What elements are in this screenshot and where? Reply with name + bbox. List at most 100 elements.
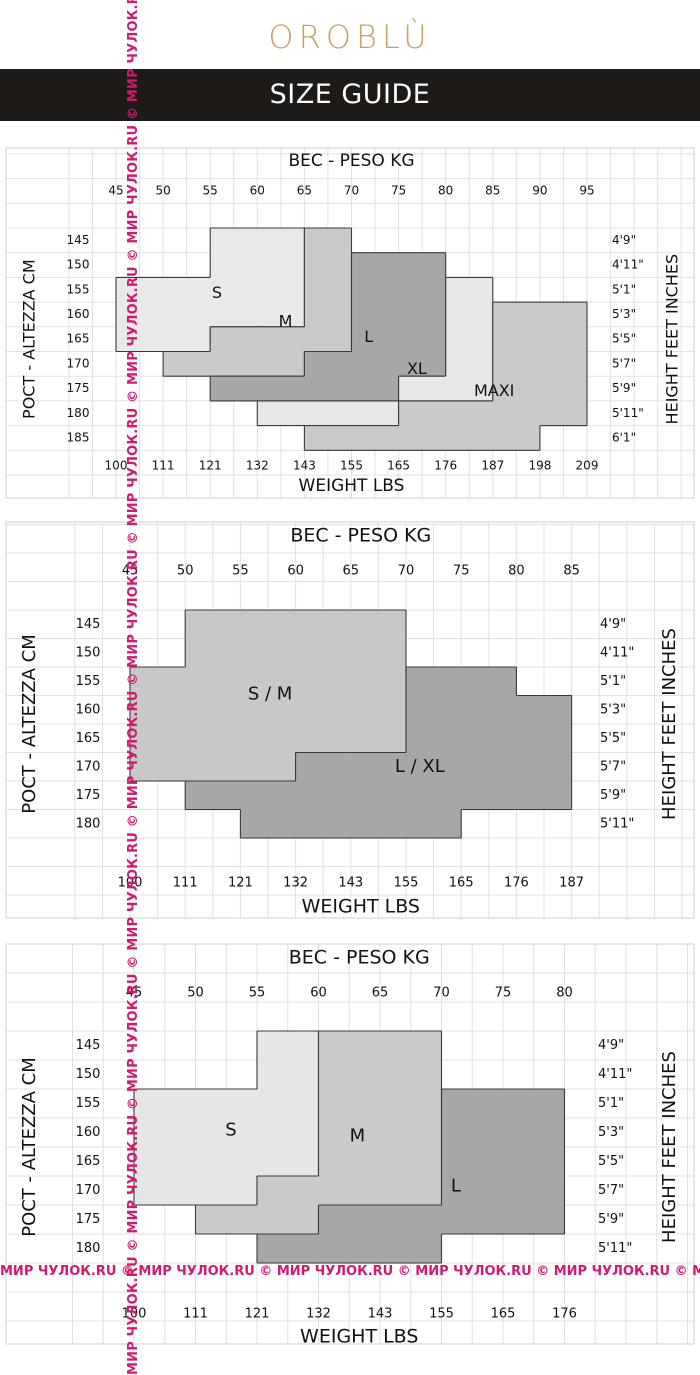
size-chart-3: S M L ВЕС - PESO KG 45 50 55 60 65 70 75 80 100 111 12…	[0, 942, 700, 1348]
kg-tick-label: 85	[563, 564, 580, 579]
size-cell	[318, 1089, 442, 1119]
cm-tick-label: 185	[67, 430, 90, 444]
cm-tick-label: 155	[67, 282, 90, 296]
size-cell	[445, 351, 493, 377]
size-region-m	[162, 227, 353, 377]
size-cell	[130, 724, 406, 754]
ft-tick-label: 5'5"	[598, 1154, 624, 1169]
size-cell	[398, 400, 587, 427]
cm-tick-label: 160	[76, 1125, 101, 1140]
kg-tick-label: 70	[398, 564, 415, 579]
ft-tick-label: 5'7"	[612, 356, 636, 370]
lbs-tick-label: 100	[118, 876, 143, 891]
size-chart-1: S M L XL MAXI ВЕС - PESO KG 45 50 55 60 65 70 75 80 85…	[0, 146, 700, 502]
size-region-l	[209, 252, 447, 402]
cm-tick-label: 175	[67, 381, 90, 395]
kg-tick-label: 75	[391, 184, 406, 198]
size-cell	[351, 252, 446, 278]
kg-tick-label: 90	[532, 184, 547, 198]
cm-axis-title: РОСТ - ALTEZZA CM	[19, 1057, 40, 1237]
lbs-tick-label: 165	[449, 876, 474, 891]
size-cell	[304, 302, 352, 328]
size-cell	[318, 1147, 442, 1177]
lbs-tick-label: 100	[105, 459, 128, 473]
kg-tick-label: 45	[126, 986, 143, 1001]
size-cell	[351, 277, 446, 303]
cm-tick-label: 170	[76, 1183, 101, 1198]
lbs-tick-label: 155	[429, 1307, 454, 1322]
size-cell	[441, 1089, 565, 1119]
lbs-tick-label: 176	[434, 459, 457, 473]
ft-tick-label: 4'11"	[598, 1067, 632, 1082]
size-cell	[318, 1205, 565, 1235]
size-region-maxi	[303, 301, 588, 451]
ft-tick-label: 6'1"	[612, 430, 636, 444]
size-cell	[441, 1176, 565, 1206]
size-cell	[398, 376, 493, 402]
size-label: L	[364, 327, 373, 346]
kg-tick-label: 45	[108, 184, 123, 198]
size-cell	[163, 351, 305, 377]
size-cell	[318, 1118, 442, 1148]
lbs-tick-label: 198	[528, 459, 551, 473]
ft-tick-label: 5'5"	[600, 731, 626, 746]
size-cell	[492, 326, 587, 353]
kg-tick-label: 80	[508, 564, 525, 579]
ft-tick-label: 5'3"	[598, 1125, 624, 1140]
size-cell	[210, 252, 305, 278]
cm-tick-label: 175	[76, 1212, 101, 1227]
kg-tick-label: 60	[250, 184, 265, 198]
size-cell	[441, 1147, 565, 1177]
cm-tick-label: 160	[67, 307, 90, 321]
lbs-tick-label: 187	[481, 459, 504, 473]
size-cell	[304, 351, 446, 377]
lbs-tick-label: 143	[338, 876, 363, 891]
ft-axis-title: HEIGHT FEET INCHES	[659, 1051, 680, 1243]
size-label: M	[350, 1125, 366, 1146]
ft-tick-label: 4'9"	[598, 1038, 624, 1053]
cm-tick-label: 170	[67, 356, 90, 370]
lbs-tick-label: 143	[293, 459, 316, 473]
size-cell	[406, 695, 572, 725]
kg-tick-label: 55	[249, 986, 266, 1001]
ft-tick-label: 5'9"	[600, 788, 626, 803]
size-cell	[116, 326, 211, 353]
size-cell	[351, 326, 446, 353]
lbs-tick-label: 209	[576, 459, 599, 473]
size-cell	[351, 302, 446, 328]
cm-axis-title: РОСТ - ALTEZZA CM	[19, 634, 40, 814]
lbs-tick-label: 176	[504, 876, 529, 891]
size-cell	[492, 351, 587, 377]
kg-tick-label: 55	[203, 184, 218, 198]
size-chart-2: S / M L / XL ВЕС - PESO KG 45 50 55 60 65 70 75 80…	[0, 520, 700, 922]
size-cell	[134, 1118, 319, 1148]
cm-tick-label: 175	[76, 788, 101, 803]
lbs-tick-label: 132	[306, 1307, 331, 1322]
kg-tick-label: 50	[187, 986, 204, 1001]
size-cell	[304, 425, 540, 451]
ft-tick-label: 4'9"	[612, 233, 636, 247]
size-cell	[492, 376, 587, 402]
kg-tick-label: 65	[343, 564, 360, 579]
size-region-m	[194, 1030, 443, 1235]
size-cell	[134, 1147, 319, 1177]
lbs-tick-label: 187	[559, 876, 584, 891]
kg-tick-label: 55	[232, 564, 249, 579]
lbs-tick-label: 132	[246, 459, 269, 473]
kg-tick-label: 65	[297, 184, 312, 198]
cm-tick-label: 150	[76, 645, 101, 660]
cm-tick-label: 180	[67, 406, 90, 420]
kg-axis-title: ВЕС - PESO KG	[288, 151, 414, 171]
ft-tick-label: 5'7"	[598, 1183, 624, 1198]
ft-tick-label: 5'3"	[600, 702, 626, 717]
ft-tick-label: 5'1"	[612, 282, 636, 296]
kg-tick-label: 80	[556, 986, 573, 1001]
kg-tick-label: 75	[495, 986, 512, 1001]
lbs-tick-label: 100	[122, 1307, 147, 1322]
size-label: XL	[407, 359, 427, 378]
size-cell	[134, 1176, 257, 1206]
cm-tick-label: 145	[76, 1038, 101, 1053]
size-label: S / M	[248, 683, 292, 704]
lbs-tick-label: 155	[394, 876, 419, 891]
cm-tick-label: 155	[76, 674, 101, 689]
